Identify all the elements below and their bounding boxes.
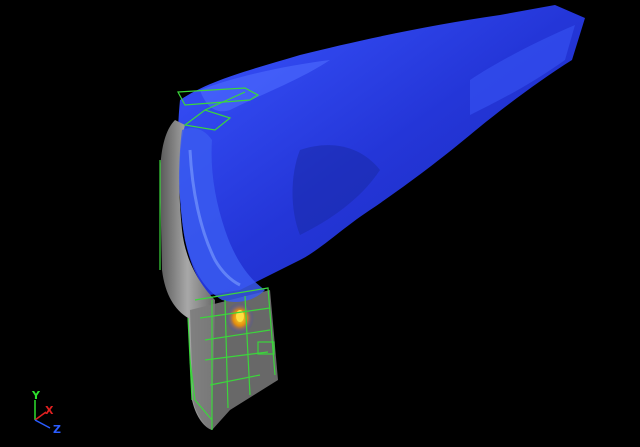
plume-highlight (200, 60, 330, 112)
inner-lining (179, 128, 265, 302)
plume-fold (470, 25, 575, 115)
inner-texture (188, 149, 241, 287)
plume-shadow (292, 145, 380, 235)
z-axis-label: Z (53, 423, 61, 436)
y-axis-label: Y (31, 389, 41, 402)
x-axis-line (34, 411, 47, 421)
wireframe (159, 87, 276, 430)
axis-triad: Y X Z (31, 389, 61, 436)
x-axis-label: X (45, 404, 54, 417)
z-axis-line (34, 419, 51, 429)
plume-surface (177, 5, 586, 295)
